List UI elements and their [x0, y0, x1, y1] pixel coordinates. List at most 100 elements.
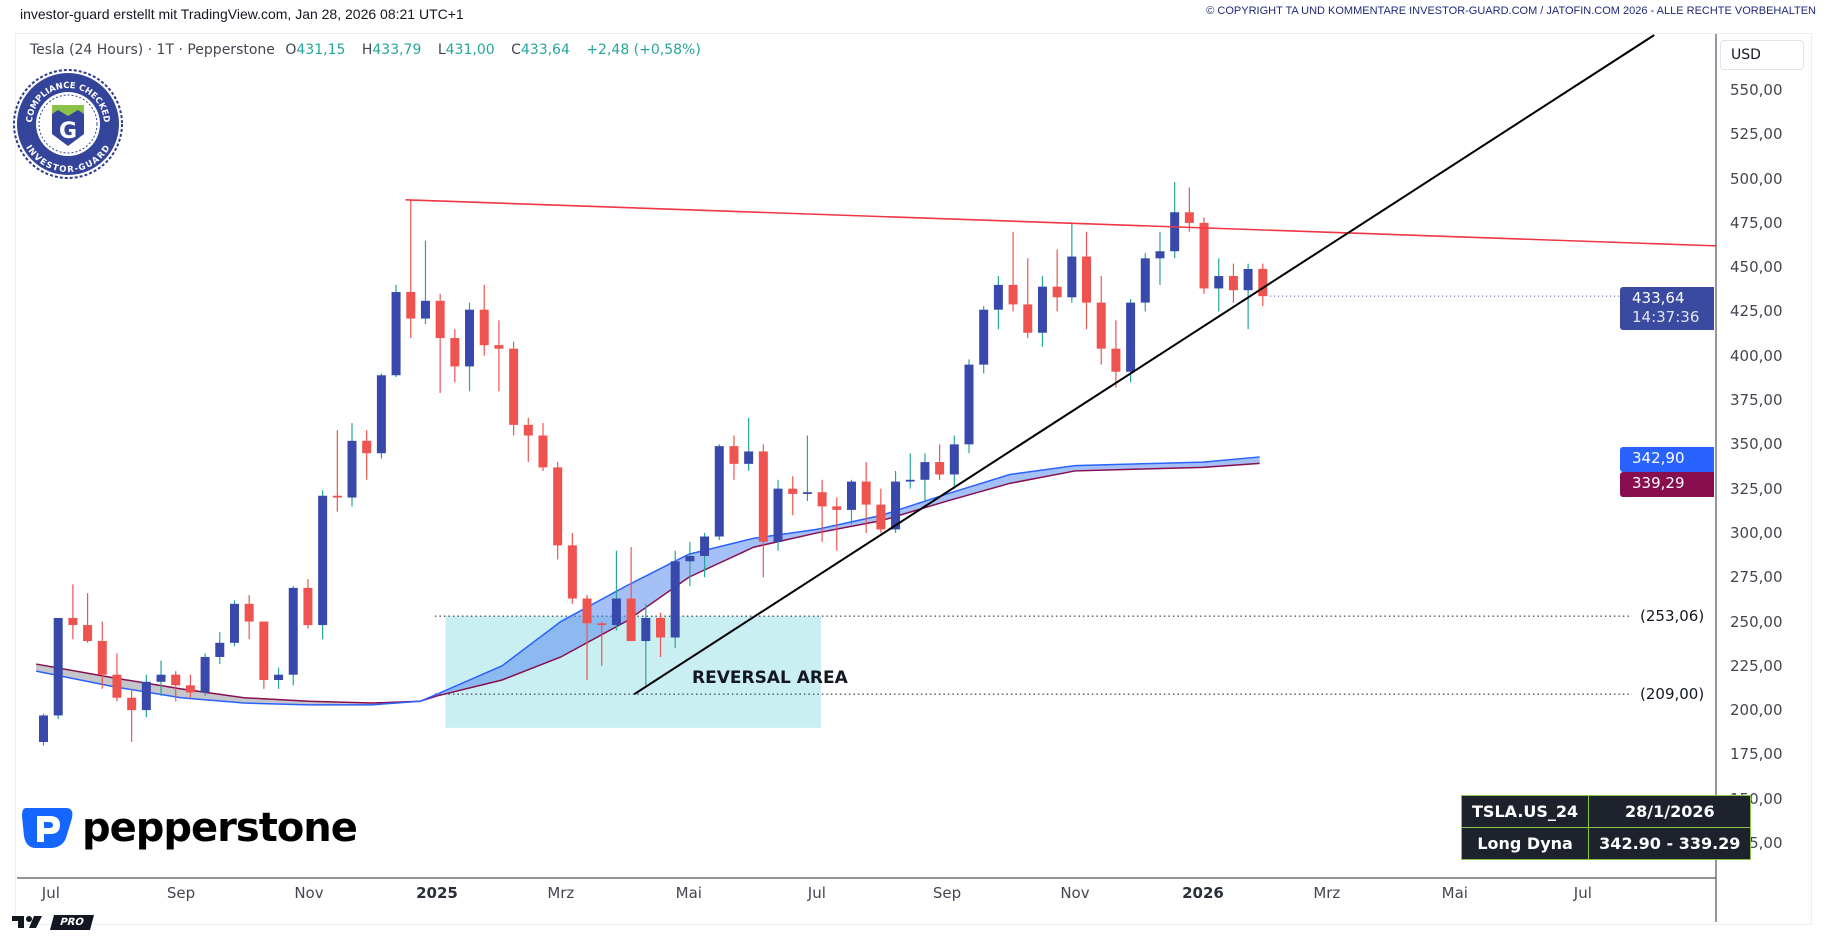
open-value: 431,15	[296, 42, 346, 58]
candle-body	[670, 561, 680, 638]
candle	[1258, 263, 1268, 307]
info-indicator: Long Dyna	[1460, 827, 1590, 860]
candle	[553, 462, 563, 560]
candle-body	[332, 495, 342, 498]
candle-body	[494, 345, 504, 349]
candle	[332, 430, 342, 512]
ma-fast-tag: 342,90	[1620, 447, 1714, 472]
candle	[714, 444, 724, 541]
pepperstone-icon	[22, 808, 73, 848]
info-symbol: TSLA.US_24	[1460, 795, 1590, 828]
currency-selector[interactable]: USD	[1720, 40, 1804, 70]
candle-body	[127, 697, 137, 711]
candle	[53, 617, 63, 719]
candle-body	[744, 451, 754, 464]
candle-body	[406, 291, 416, 319]
candle-body	[714, 446, 724, 537]
candle-body	[479, 309, 489, 346]
symbol-title[interactable]: Tesla (24 Hours) · 1T · Pepperstone	[30, 42, 275, 58]
candle	[1111, 320, 1121, 388]
candle	[626, 547, 636, 642]
close-value: 433,64	[520, 42, 570, 58]
candle	[876, 488, 886, 533]
last-price-tag: 433,64 14:37:36	[1620, 287, 1714, 330]
candle	[641, 603, 651, 686]
candle-body	[1170, 212, 1180, 252]
high-label: H	[361, 42, 373, 58]
high-value: 433,79	[372, 42, 422, 58]
candle	[1052, 249, 1062, 312]
candle	[773, 479, 783, 551]
candle	[964, 359, 974, 454]
candle	[185, 674, 195, 698]
compliance-badge-logo: G COMPLIANCE CHECKED INVESTOR-GUARD	[13, 69, 123, 179]
candle	[744, 417, 754, 471]
tradingview-icon	[12, 916, 42, 928]
candle-body	[685, 555, 695, 562]
candle-body	[523, 424, 533, 436]
candle	[611, 550, 621, 631]
candle	[567, 532, 577, 604]
pepperstone-logo: pepperstone	[22, 806, 358, 850]
info-table: TSLA.US_24 28/1/2026 Long Dyna 342.90 - 33…	[1460, 795, 1752, 860]
candle	[112, 653, 122, 702]
price-tick-label: 325,00	[1730, 479, 1783, 498]
candle	[788, 476, 798, 516]
candle	[1023, 258, 1033, 339]
candle	[465, 302, 475, 392]
time-tick-label: Mrz	[1313, 884, 1341, 902]
time-tick-label: Jul	[807, 884, 826, 902]
candle	[200, 653, 210, 696]
candle	[582, 594, 592, 681]
candle	[229, 600, 239, 647]
candle-body	[229, 603, 239, 643]
ma-fast-line	[36, 456, 1260, 706]
candle-body	[1037, 286, 1047, 333]
reversal-area-label: REVERSAL AREA	[692, 668, 848, 689]
attribution-text: investor-guard erstellt mit TradingView.…	[20, 6, 464, 22]
candle-body	[347, 440, 357, 498]
candle	[1140, 253, 1150, 312]
candle-body	[876, 504, 886, 530]
resistance-line	[405, 199, 1716, 247]
time-tick-label: Mrz	[547, 884, 575, 902]
candle-body	[156, 674, 166, 682]
candle	[1126, 299, 1136, 383]
candle	[39, 713, 49, 746]
price-tick-label: 450,00	[1730, 258, 1783, 277]
time-tick-label: Nov	[294, 884, 324, 902]
candle-body	[1052, 286, 1062, 298]
candle-body	[68, 617, 78, 626]
time-tick-label: Sep	[932, 884, 962, 902]
candle	[494, 320, 504, 392]
candle	[993, 276, 1003, 330]
time-tick-label: Jul	[1573, 884, 1592, 902]
candle-body	[861, 481, 871, 505]
candle-body	[626, 598, 636, 642]
level-label-upper: (253,06)	[1640, 607, 1705, 626]
candle-body	[1008, 284, 1018, 305]
time-tick-label: 2026	[1182, 884, 1224, 902]
price-tick-label: 300,00	[1730, 523, 1783, 542]
candle	[1008, 231, 1018, 312]
candle	[685, 541, 695, 587]
time-tick-label: Nov	[1060, 884, 1090, 902]
candle-body	[1096, 302, 1106, 349]
candle-body	[891, 481, 901, 530]
candle-body	[509, 348, 519, 425]
candle-body	[773, 488, 783, 542]
candle	[861, 462, 871, 533]
candle	[127, 688, 137, 743]
candle-body	[259, 621, 269, 681]
candle	[670, 550, 680, 649]
candle	[817, 479, 827, 542]
candle	[597, 621, 607, 666]
candle-body	[274, 674, 284, 681]
candle	[979, 306, 989, 374]
candle-body	[817, 492, 827, 507]
candle-body	[391, 291, 401, 376]
candle	[97, 621, 107, 689]
price-tick-label: 350,00	[1730, 435, 1783, 454]
change-value: +2,48 (+0,58%)	[586, 42, 701, 58]
